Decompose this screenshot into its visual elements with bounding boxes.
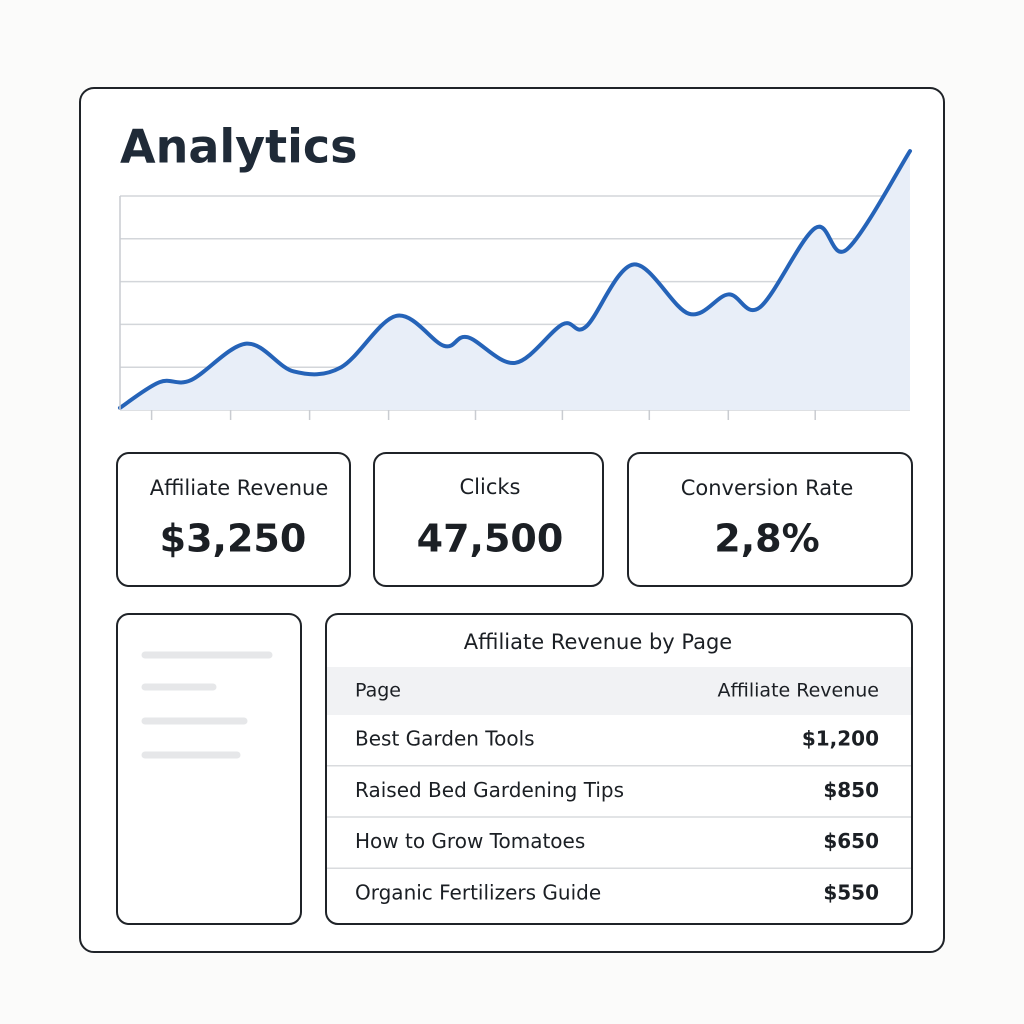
metric-value: 47,500 [417,517,564,561]
table-header-row [327,667,911,715]
column-header: Affiliate Revenue [718,680,880,702]
metric-value: 2,8% [714,517,819,561]
metric-card [373,452,604,587]
table-body: Best Garden Tools $1,200 Raised Bed Garden… [327,727,911,904]
cell-page: Organic Fertilizers Guide [355,880,601,904]
table-card [325,613,913,925]
metric-label: Clicks [460,475,521,499]
metric-label: Conversion Rate [681,476,854,500]
cell-revenue: $650 [823,829,879,853]
metric-card [116,452,351,587]
page-title: Analytics [120,120,358,174]
sidebar-card [116,613,302,925]
cell-page: Raised Bed Gardening Tips [355,778,624,802]
cell-page: Best Garden Tools [355,727,535,751]
column-header: Page [355,680,401,702]
metric-value: $3,250 [160,517,307,561]
line-chart [118,149,912,420]
table-title: Affiliate Revenue by Page [464,630,732,654]
cell-page: How to Grow Tomatoes [355,829,585,853]
metric-card [627,452,913,587]
line [118,149,912,410]
cell-revenue: $550 [823,880,879,904]
metric-label: Affiliate Revenue [150,476,329,500]
cell-revenue: $850 [823,778,879,802]
area [120,151,910,410]
cell-revenue: $1,200 [802,727,879,751]
